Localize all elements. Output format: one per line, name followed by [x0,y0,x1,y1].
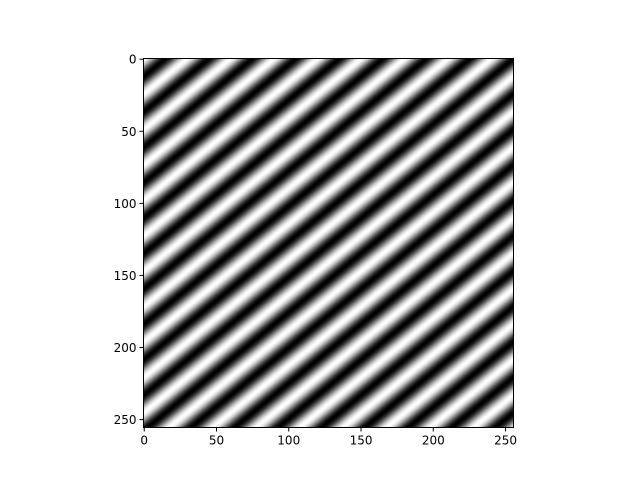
grating-image [143,58,514,428]
x-tick-label: 150 [350,434,373,448]
x-tick-label: 100 [277,434,300,448]
x-tick-label: 250 [494,434,517,448]
x-axis: 0 50 100 150 200 250 [140,427,517,448]
x-tick-label: 0 [140,434,148,448]
y-tick-label: 250 [114,413,137,427]
y-axis: 0 50 100 150 200 250 [114,53,144,427]
y-tick-label: 50 [121,125,136,139]
axes-frame [143,58,514,428]
y-tick-label: 200 [114,341,137,355]
y-tick-label: 0 [129,53,137,67]
image-area [143,58,514,428]
y-tick-label: 150 [114,269,137,283]
y-tick-label: 100 [114,197,137,211]
x-tick-label: 200 [422,434,445,448]
x-tick-label: 50 [209,434,224,448]
